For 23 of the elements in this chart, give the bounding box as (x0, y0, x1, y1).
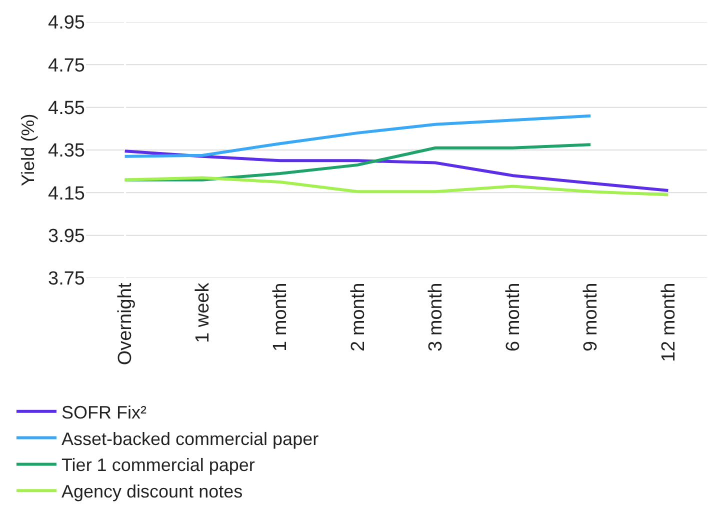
y-tick-label: 4.75 (48, 55, 85, 76)
line-series (123, 176, 670, 196)
legend-label: Asset-backed commercial paper (61, 428, 319, 449)
legend-label: Agency discount notes (61, 482, 243, 502)
x-tick-label: 1 month (270, 282, 292, 352)
y-tick-label: 4.55 (48, 98, 85, 119)
y-axis-title: Yield (%) (18, 114, 38, 186)
x-tick-label: 12 month (658, 282, 680, 362)
legend-label: SOFR Fix² (61, 402, 146, 422)
y-tick-label: 4.35 (48, 140, 85, 162)
y-tick-label: 3.95 (48, 226, 85, 247)
x-tick-label: 3 month (425, 282, 446, 352)
y-tick-label: 4.15 (48, 183, 85, 204)
x-tick-label: 1 week (192, 282, 214, 344)
y-tick-label: 3.75 (48, 268, 85, 290)
x-tick-label: 6 month (503, 282, 524, 352)
x-tick-label: 2 month (348, 282, 369, 352)
line-series (123, 150, 670, 192)
x-tick-label: Overnight (114, 282, 136, 366)
y-tick-label: 4.95 (48, 12, 85, 34)
line-series (123, 114, 592, 158)
legend-label: Tier 1 commercial paper (61, 455, 255, 476)
x-tick-label: 9 month (580, 282, 602, 352)
